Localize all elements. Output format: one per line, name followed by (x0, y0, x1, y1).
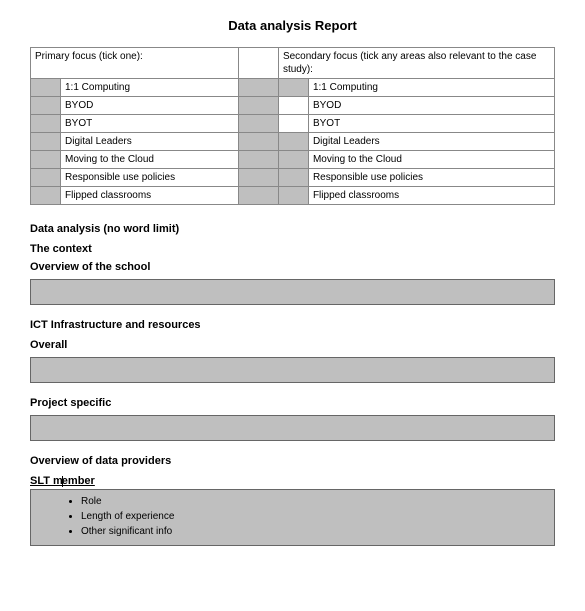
secondary-item-3: Digital Leaders (308, 133, 554, 151)
slt-bullet-0: Role (81, 494, 544, 509)
primary-check-5[interactable] (31, 169, 61, 187)
secondary-item-6: Flipped classrooms (308, 187, 554, 205)
slt-bullet-2: Other significant info (81, 524, 544, 539)
data-analysis-heading: Data analysis (no word limit) (30, 223, 555, 235)
secondary-item-4: Moving to the Cloud (308, 151, 554, 169)
focus-table: Primary focus (tick one): Secondary focu… (30, 47, 555, 205)
secondary-item-5: Responsible use policies (308, 169, 554, 187)
header-gap (238, 48, 278, 79)
primary-item-1: BYOD (61, 97, 239, 115)
primary-item-2: BYOT (61, 115, 239, 133)
project-specific-heading: Project specific (30, 397, 555, 409)
primary-focus-header: Primary focus (tick one): (31, 48, 239, 79)
primary-check-6[interactable] (31, 187, 61, 205)
overview-providers-heading: Overview of data providers (30, 455, 555, 467)
secondary-check-0[interactable] (278, 79, 308, 97)
primary-item-5: Responsible use policies (61, 169, 239, 187)
row-gap (238, 151, 278, 169)
primary-item-4: Moving to the Cloud (61, 151, 239, 169)
slt-bullet-1: Length of experience (81, 509, 544, 524)
slt-pre: SLT m (30, 475, 63, 487)
primary-check-0[interactable] (31, 79, 61, 97)
overall-heading: Overall (30, 339, 555, 351)
secondary-check-1[interactable] (278, 97, 308, 115)
primary-item-3: Digital Leaders (61, 133, 239, 151)
primary-check-1[interactable] (31, 97, 61, 115)
secondary-check-4[interactable] (278, 151, 308, 169)
row-gap (238, 97, 278, 115)
slt-member-box[interactable]: Role Length of experience Other signific… (30, 489, 555, 546)
row-gap (238, 187, 278, 205)
context-heading: The context (30, 243, 555, 255)
secondary-check-2[interactable] (278, 115, 308, 133)
secondary-item-2: BYOT (308, 115, 554, 133)
slt-post: ember (62, 475, 95, 487)
row-gap (238, 169, 278, 187)
row-gap (238, 79, 278, 97)
ict-infra-heading: ICT Infrastructure and resources (30, 319, 555, 331)
slt-member-heading: SLT member (30, 475, 555, 487)
primary-check-2[interactable] (31, 115, 61, 133)
overview-school-box[interactable] (30, 279, 555, 305)
secondary-check-3[interactable] (278, 133, 308, 151)
primary-item-6: Flipped classrooms (61, 187, 239, 205)
primary-item-0: 1:1 Computing (61, 79, 239, 97)
primary-check-4[interactable] (31, 151, 61, 169)
secondary-item-1: BYOD (308, 97, 554, 115)
secondary-check-5[interactable] (278, 169, 308, 187)
overview-school-heading: Overview of the school (30, 261, 555, 273)
report-title: Data analysis Report (30, 18, 555, 33)
project-specific-box[interactable] (30, 415, 555, 441)
secondary-focus-header: Secondary focus (tick any areas also rel… (278, 48, 554, 79)
primary-check-3[interactable] (31, 133, 61, 151)
secondary-check-6[interactable] (278, 187, 308, 205)
row-gap (238, 115, 278, 133)
row-gap (238, 133, 278, 151)
secondary-item-0: 1:1 Computing (308, 79, 554, 97)
overall-box[interactable] (30, 357, 555, 383)
